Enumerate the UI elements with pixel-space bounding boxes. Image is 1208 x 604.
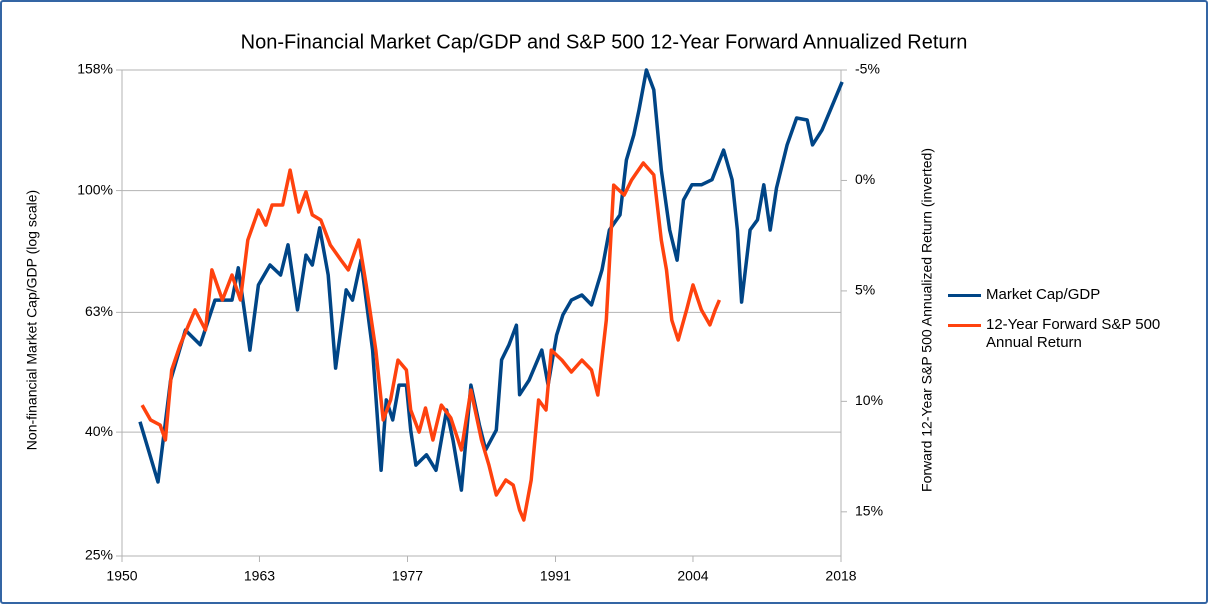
x-tick-label: 2018 xyxy=(825,568,856,584)
x-tick-label: 1977 xyxy=(392,568,423,584)
x-tick-label: 1963 xyxy=(244,568,275,584)
y-tick-label: 63% xyxy=(85,303,113,319)
y2-tick-label: -5% xyxy=(855,61,880,77)
y-tick-label: 25% xyxy=(85,547,113,563)
x-tick-label: 1991 xyxy=(540,568,571,584)
y2-tick-label: 15% xyxy=(855,503,883,519)
x-tick-label: 2004 xyxy=(677,568,708,584)
series-line xyxy=(138,68,844,492)
y-axis-label: Non-financial Market Cap/GDP (log scale) xyxy=(24,190,40,450)
legend-label: Market Cap/GDP xyxy=(986,286,1101,303)
y2-tick-label: 5% xyxy=(855,282,875,298)
y-tick-label: 158% xyxy=(77,61,113,77)
legend-swatch xyxy=(948,324,981,327)
chart-title: Non-Financial Market Cap/GDP and S&P 500… xyxy=(241,31,968,53)
x-tick-label: 1950 xyxy=(106,568,137,584)
legend-label: 12-Year Forward S&P 500 Annual Return xyxy=(986,316,1161,351)
legend-item: Market Cap/GDP xyxy=(946,286,1196,304)
legend-swatch xyxy=(948,294,981,297)
legend: Market Cap/GDP 12-Year Forward S&P 500 An… xyxy=(946,286,1196,364)
series-line xyxy=(140,161,722,522)
y-tick-label: 40% xyxy=(85,423,113,439)
y2-axis-label: Forward 12-Year S&P 500 Annualized Retur… xyxy=(919,148,935,492)
y2-tick-label: 0% xyxy=(855,171,875,187)
legend-item: 12-Year Forward S&P 500 Annual Return xyxy=(946,316,1196,352)
y-tick-label: 100% xyxy=(77,181,113,197)
y2-tick-label: 10% xyxy=(855,392,883,408)
